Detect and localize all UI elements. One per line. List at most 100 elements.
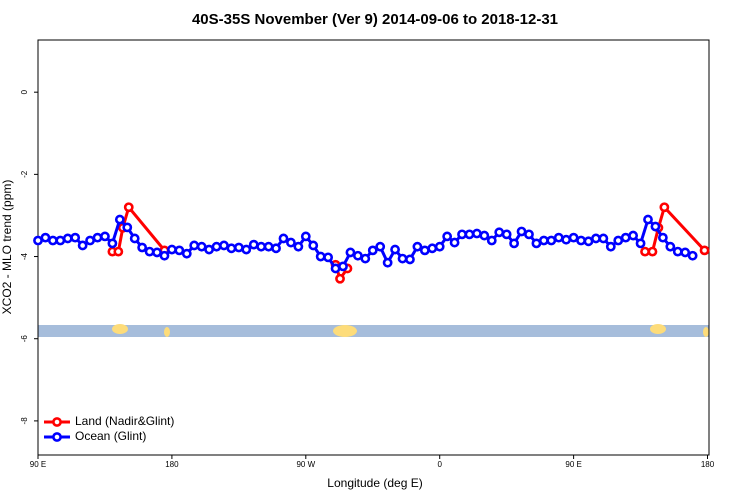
data-point bbox=[605, 241, 616, 252]
legend-marker bbox=[52, 417, 62, 427]
data-point bbox=[561, 234, 572, 245]
data-point bbox=[486, 235, 497, 246]
data-point bbox=[591, 233, 601, 244]
data-point bbox=[100, 231, 110, 242]
data-point bbox=[47, 235, 58, 246]
data-point bbox=[92, 232, 103, 243]
data-point bbox=[531, 238, 542, 249]
x-tick-label: 90 E bbox=[565, 460, 581, 469]
data-point bbox=[196, 241, 207, 252]
data-point bbox=[233, 242, 244, 253]
data-point bbox=[152, 247, 162, 258]
land-blob bbox=[703, 327, 709, 337]
data-point bbox=[33, 235, 43, 246]
data-point bbox=[613, 235, 624, 246]
data-point bbox=[390, 244, 400, 255]
land-blob bbox=[112, 324, 128, 334]
data-point bbox=[665, 241, 676, 252]
data-point bbox=[330, 263, 341, 274]
data-point bbox=[427, 243, 438, 254]
data-point bbox=[553, 232, 564, 243]
data-point bbox=[338, 261, 348, 272]
data-point bbox=[144, 246, 155, 257]
data-point bbox=[263, 241, 274, 252]
data-point bbox=[113, 246, 124, 257]
data-point bbox=[576, 235, 586, 246]
y-tick-label: -4 bbox=[20, 252, 29, 260]
data-point bbox=[85, 235, 95, 246]
data-point bbox=[687, 250, 698, 261]
data-point bbox=[352, 250, 363, 261]
data-point bbox=[271, 243, 281, 254]
y-axis-label: XCO2 - MLO trend (ppm) bbox=[0, 180, 14, 315]
data-point bbox=[620, 232, 631, 243]
x-tick-label: 180 bbox=[165, 460, 179, 469]
land-blob bbox=[333, 325, 357, 337]
land-blob bbox=[650, 324, 666, 334]
data-point bbox=[412, 241, 423, 252]
x-tick-label: 180 bbox=[701, 460, 715, 469]
data-point bbox=[278, 233, 289, 244]
data-point bbox=[219, 240, 229, 251]
data-point bbox=[159, 250, 170, 261]
data-point bbox=[107, 238, 118, 249]
x-axis-label: Longitude (deg E) bbox=[327, 476, 422, 490]
data-point bbox=[449, 237, 460, 248]
x-tick-label: 90 W bbox=[296, 460, 315, 469]
data-point bbox=[643, 214, 653, 225]
y-tick-label: -8 bbox=[20, 417, 29, 425]
y-tick-label: -6 bbox=[20, 335, 29, 343]
data-point bbox=[598, 233, 609, 244]
data-point bbox=[122, 222, 133, 233]
data-point bbox=[442, 231, 453, 242]
data-point bbox=[300, 231, 311, 242]
data-point bbox=[62, 233, 73, 244]
data-point bbox=[123, 202, 134, 213]
data-point bbox=[647, 246, 658, 257]
data-point bbox=[635, 238, 646, 249]
data-point bbox=[501, 229, 512, 240]
legend-marker bbox=[52, 432, 62, 442]
data-point bbox=[70, 232, 81, 243]
data-point bbox=[293, 241, 304, 252]
data-point bbox=[405, 254, 415, 265]
data-point bbox=[286, 237, 296, 248]
plot-frame bbox=[37, 39, 710, 456]
data-point bbox=[335, 273, 345, 284]
data-point bbox=[174, 245, 185, 256]
x-tick-label: 90 E bbox=[30, 460, 46, 469]
chart-title: 40S-35S November (Ver 9) 2014-09-06 to 2… bbox=[192, 11, 558, 28]
data-point bbox=[114, 214, 125, 225]
data-point bbox=[211, 241, 222, 252]
data-point bbox=[494, 227, 505, 238]
data-point bbox=[568, 232, 579, 243]
data-point bbox=[524, 229, 534, 240]
data-point bbox=[241, 244, 252, 255]
data-point bbox=[129, 233, 140, 244]
data-point bbox=[204, 244, 214, 255]
data-point bbox=[375, 241, 386, 252]
data-point bbox=[672, 246, 683, 257]
data-point bbox=[167, 244, 177, 255]
data-point bbox=[479, 230, 490, 241]
data-point bbox=[315, 251, 326, 262]
y-tick-label: 0 bbox=[20, 89, 29, 94]
data-point bbox=[657, 232, 668, 243]
legend-label: Land (Nadir&Glint) bbox=[75, 414, 174, 428]
data-point bbox=[699, 245, 710, 256]
data-point bbox=[360, 253, 371, 264]
data-point bbox=[397, 253, 408, 264]
data-point bbox=[181, 248, 192, 259]
legend-label: Ocean (Glint) bbox=[75, 429, 146, 443]
data-point bbox=[248, 239, 259, 250]
x-tick-label: 0 bbox=[437, 460, 442, 469]
data-point bbox=[419, 245, 430, 256]
data-point bbox=[367, 245, 378, 256]
data-point bbox=[546, 235, 557, 246]
data-point bbox=[650, 221, 661, 232]
data-point bbox=[680, 247, 691, 258]
data-point bbox=[434, 241, 445, 252]
ocean-band bbox=[38, 325, 709, 337]
data-point bbox=[189, 240, 200, 251]
